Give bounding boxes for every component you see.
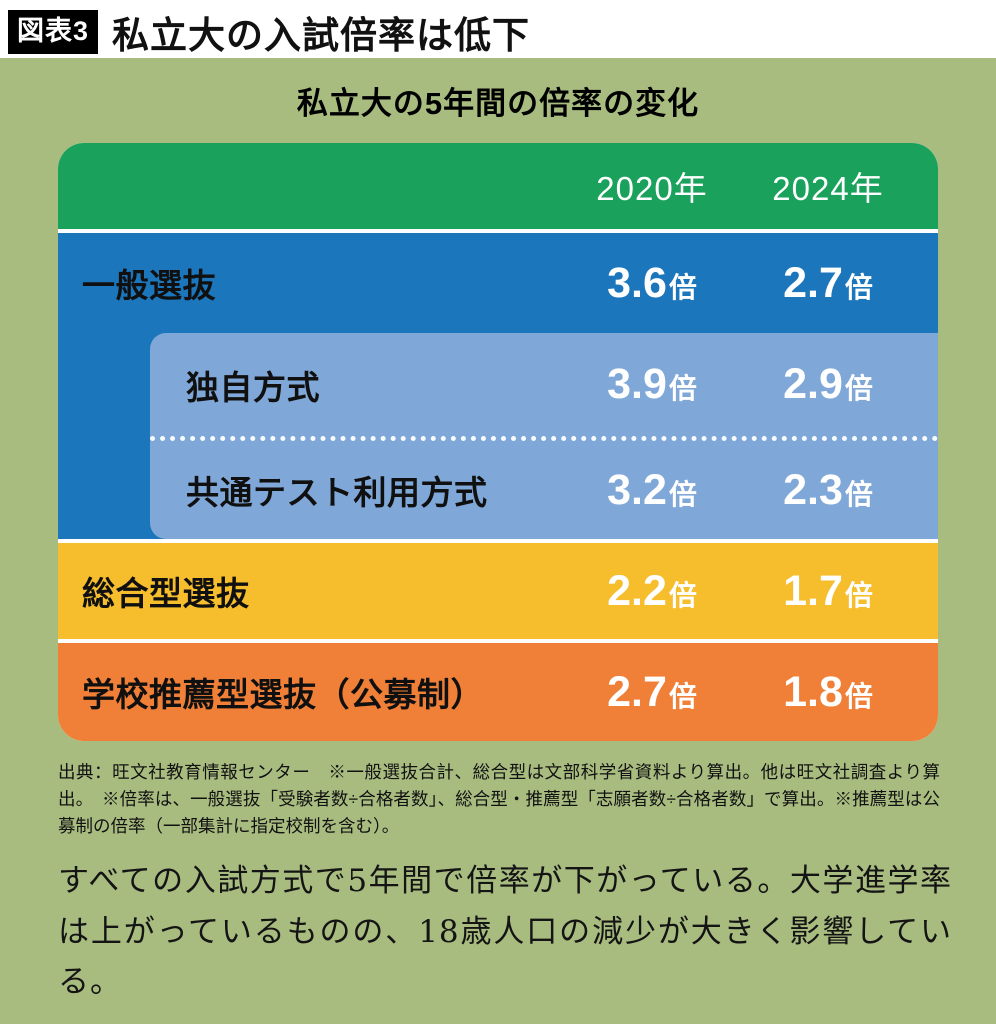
unit-label: 倍 (668, 271, 697, 303)
chart-panel: 2020年 2024年 一般選抜 3.6倍 2.7倍 独自方式 (58, 143, 938, 741)
figure-header: 図表3 私立大の入試倍率は低下 (0, 0, 996, 58)
general-sub-panel: 独自方式 3.9倍 2.9倍 共通テスト利用方式 3.2倍 (150, 333, 938, 539)
value-comprehensive-2020: 2.2倍 (607, 566, 697, 615)
unit-label: 倍 (668, 579, 697, 611)
unit-label: 倍 (668, 373, 697, 404)
row-label-common-test: 共通テスト利用方式 (186, 474, 488, 511)
value-general-2020: 3.6倍 (607, 258, 697, 307)
unit-label: 倍 (844, 478, 873, 510)
row-label-original-method: 独自方式 (186, 368, 320, 406)
unit-label: 倍 (844, 680, 873, 712)
general-selection-section: 一般選抜 3.6倍 2.7倍 独自方式 3.9倍 (58, 233, 938, 539)
source-footnote: 出典：旺文社教育情報センター ※一般選抜合計、総合型は文部科学省資料より算出。他… (58, 762, 940, 837)
table-row-comprehensive: 総合型選抜 2.2倍 1.7倍 (58, 543, 938, 639)
chart-background: 私立大の5年間の倍率の変化 2020年 2024年 一般選抜 3.6倍 2.7倍 (0, 58, 996, 1024)
value-common-test-2020: 3.2倍 (607, 465, 697, 514)
unit-label: 倍 (844, 271, 873, 303)
value-general-2024: 2.7倍 (783, 258, 873, 307)
figure-title: 私立大の入試倍率は低下 (112, 15, 531, 56)
table-row-common-test: 共通テスト利用方式 3.2倍 2.3倍 (150, 436, 938, 539)
row-label-comprehensive: 総合型選抜 (82, 575, 250, 612)
row-label-general: 一般選抜 (82, 267, 216, 304)
row-label-recommendation: 学校推薦型選抜（公募制） (82, 676, 484, 713)
value-original-2024: 2.9倍 (783, 360, 873, 408)
value-comprehensive-2024: 1.7倍 (783, 566, 873, 615)
commentary-text: すべての入試方式で5年間で倍率が下がっている。大学進学率は上がっているものの、1… (58, 863, 952, 1000)
year-header-row: 2020年 2024年 (58, 143, 938, 229)
value-recommendation-2020: 2.7倍 (607, 667, 697, 716)
year-column-2020: 2020年 (596, 170, 708, 207)
year-column-2024: 2024年 (772, 170, 884, 207)
table-row-original-method: 独自方式 3.9倍 2.9倍 (150, 333, 938, 436)
chart-title: 私立大の5年間の倍率の変化 (296, 86, 700, 121)
value-recommendation-2024: 1.8倍 (783, 667, 873, 716)
table-row-recommendation: 学校推薦型選抜（公募制） 2.7倍 1.8倍 (58, 643, 938, 741)
unit-label: 倍 (668, 478, 697, 510)
unit-label: 倍 (668, 680, 697, 712)
unit-label: 倍 (844, 579, 873, 611)
value-common-test-2024: 2.3倍 (783, 465, 873, 514)
value-original-2020: 3.9倍 (607, 360, 697, 408)
figure-number-tag: 図表3 (8, 10, 99, 54)
table-row-general: 一般選抜 3.6倍 2.7倍 (58, 233, 938, 333)
unit-label: 倍 (844, 373, 873, 404)
